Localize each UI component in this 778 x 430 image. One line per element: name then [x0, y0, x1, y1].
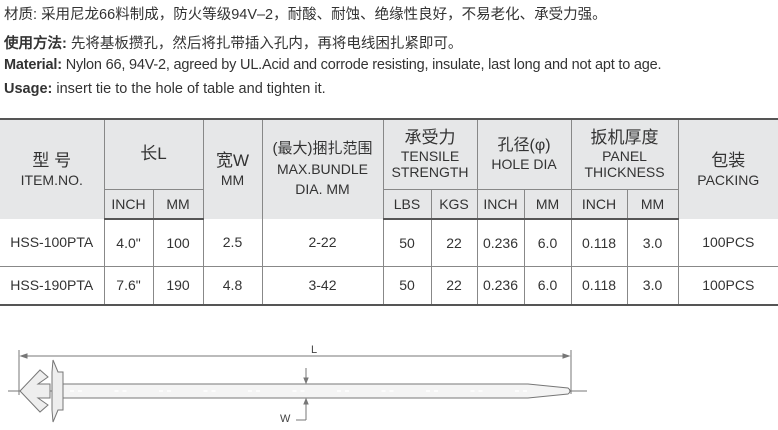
subheader-cell: LBS — [382, 188, 432, 220]
usage-en-text: insert tie to the hole of table and tigh… — [56, 81, 326, 97]
spec-table: 型 号 ITEM.NO. 长L 宽W MM (最大)捆扎范围 MAX.BUNDLE DI… — [0, 118, 778, 306]
table-cell: 100 — [152, 218, 204, 266]
material-en-label: Material: — [4, 57, 62, 73]
length-label: L — [311, 344, 317, 356]
tie-strap — [61, 383, 571, 399]
material-cn-line: 材质: 采用尼龙66料制成，防火等级94V–2，耐酸、耐蚀、绝缘性良好，不易老化… — [4, 3, 607, 24]
table-cell: 22 — [430, 218, 478, 266]
width-label: W — [280, 413, 291, 425]
subheader-cell: MM — [152, 188, 204, 220]
table-cell: 2-22 — [261, 218, 384, 266]
usage-en-label: Usage: — [4, 81, 53, 97]
header-hole: 孔径(φ) HOLE DIA — [476, 118, 572, 189]
table-cell: 3.0 — [626, 218, 679, 266]
header-panel: 扳机厚度 PANEL THICKNESS — [570, 118, 679, 189]
table-cell: 0.236 — [476, 218, 525, 266]
table-cell: 0.118 — [570, 218, 628, 266]
material-cn-label: 材质: — [4, 7, 38, 23]
subheader-cell: INCH — [104, 188, 154, 220]
tie-washer — [51, 359, 64, 423]
table-cell: 3-42 — [261, 265, 384, 306]
subheader-cell: KGS — [430, 188, 478, 220]
usage-cn-line: 使用方法: 先将基板攒孔，然后将扎带插入孔内，再将电线困扎紧即可。 — [4, 32, 462, 53]
table-cell: 0.236 — [476, 265, 525, 306]
subheader-cell: INCH — [570, 188, 628, 220]
usage-cn-label: 使用方法: — [4, 36, 67, 52]
header-length: 长L — [103, 118, 204, 189]
table-row: HSS-190PTA 7.6" 190 4.8 3-42 50 22 0.236 6.0 0.11… — [0, 265, 778, 306]
table-cell: 100PCS — [677, 218, 778, 266]
table-cell: 100PCS — [677, 265, 778, 306]
material-cn-text: 采用尼龙66料制成，防火等级94V–2，耐酸、耐蚀、绝缘性良好，不易老化、承受力… — [41, 7, 607, 23]
subheader-cell: MM — [626, 188, 679, 220]
length-arrows — [19, 353, 571, 359]
table-cell: 2.5 — [202, 218, 263, 266]
cable-tie-diagram: L W — [8, 344, 587, 425]
header-packing: 包装 PACKING — [677, 118, 778, 219]
table-row: HSS-100PTA 4.0" 100 2.5 2-22 50 22 0.236 6.0 0.11… — [0, 218, 778, 266]
table-cell: 50 — [382, 218, 432, 266]
material-en-line: Material: Nylon 66, 94V-2, agreed by UL.… — [4, 57, 662, 73]
subheader-cell: INCH — [476, 188, 525, 220]
item-number-cell: HSS-190PTA — [0, 265, 105, 306]
header-width: 宽W MM — [202, 118, 263, 219]
table-cell: 190 — [152, 265, 204, 306]
table-cell: 6.0 — [523, 265, 572, 306]
usage-cn-text: 先将基板攒孔，然后将扎带插入孔内，再将电线困扎紧即可。 — [70, 36, 463, 52]
item-number-cell: HSS-100PTA — [0, 218, 105, 266]
header-bundle: (最大)捆扎范围 MAX.BUNDLE DIA. MM — [261, 118, 384, 219]
table-cell: 3.0 — [626, 265, 679, 306]
header-tensile: 承受力 TENSILE STRENGTH — [382, 118, 478, 189]
table-cell: 4.8 — [202, 265, 263, 306]
table-cell: 0.118 — [570, 265, 628, 306]
material-en-text: Nylon 66, 94V-2, agreed by UL.Acid and c… — [65, 57, 662, 73]
subheader-row: INCH MM LBS KGS INCH MM INCH MM — [0, 188, 778, 220]
usage-en-line: Usage: insert tie to the hole of table a… — [4, 81, 326, 97]
table-cell: 7.6" — [103, 265, 154, 306]
table-cell: 6.0 — [523, 218, 572, 266]
table-cell: 4.0" — [103, 218, 154, 266]
tie-arrow-head — [19, 369, 51, 413]
header-row: 型 号 ITEM.NO. 长L 宽W MM (最大)捆扎范围 MAX.BUNDLE DI… — [0, 118, 778, 219]
header-item: 型 号 ITEM.NO. — [0, 118, 105, 219]
subheader-cell: MM — [523, 188, 572, 220]
table-cell: 50 — [382, 265, 432, 306]
table-cell: 22 — [430, 265, 478, 306]
